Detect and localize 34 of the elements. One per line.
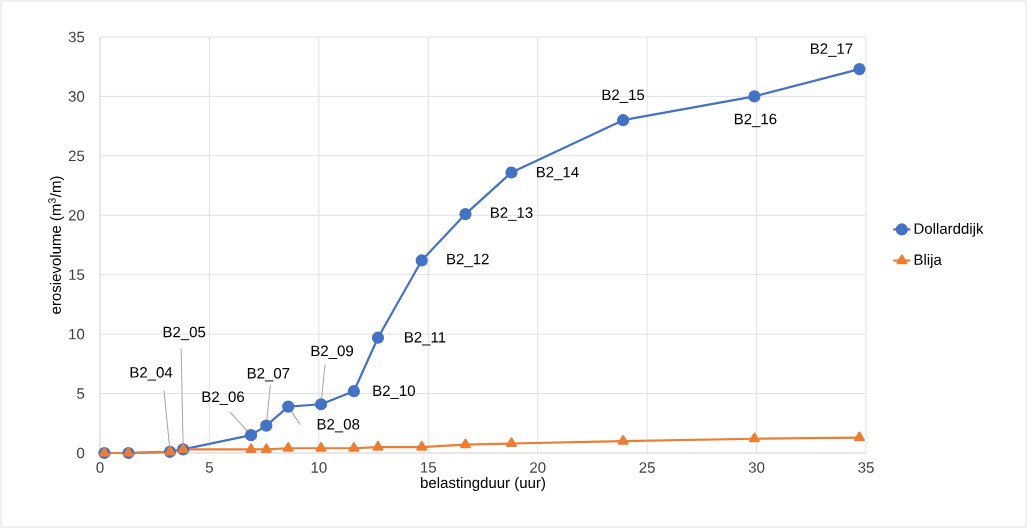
annotation: B2_15	[602, 89, 645, 103]
annotation: B2_10	[373, 385, 415, 399]
y-tick-label: 20	[68, 209, 85, 221]
legend-label: Dollarddijk	[914, 222, 984, 237]
y-tick-label: 5	[77, 388, 85, 399]
x-tick-label: 0	[96, 462, 104, 473]
y-axis-title: erosievolume (m$^{3}$/m)	[48, 176, 64, 314]
y-tick-label: 35	[68, 31, 85, 43]
annotation: B2_07	[247, 367, 290, 382]
legend-label: Blija	[914, 254, 942, 268]
annotation: B2_12	[447, 253, 489, 268]
y-tick-label: 15	[69, 269, 85, 280]
y-tick-label: 30	[68, 91, 85, 102]
x-tick-label: 10	[311, 462, 327, 473]
x-tick-label: 15	[421, 462, 437, 473]
x-axis-title: belastingduur (uur)	[421, 477, 545, 491]
annotation: B2_08	[317, 418, 360, 433]
annotation: B2_04	[130, 367, 173, 381]
y-tick-label: 25	[68, 150, 85, 162]
x-tick-label: 30	[748, 462, 765, 473]
x-tick-label: 35	[858, 462, 874, 473]
annotation: B2_13	[491, 207, 533, 221]
annotation: B2_05	[163, 326, 206, 341]
x-tick-label: 25	[639, 462, 655, 473]
annotation: B2_11	[405, 331, 446, 346]
annotation: B2_09	[311, 345, 354, 359]
annotation: B2_06	[202, 391, 245, 405]
annotation: B2_14	[536, 166, 579, 181]
x-tick-label: 20	[530, 462, 546, 473]
annotation: B2_16	[734, 113, 777, 128]
annotation: B2_17	[810, 43, 853, 57]
y-tick-label: 0	[77, 447, 85, 459]
y-tick-label: 10	[69, 328, 85, 340]
x-tick-label: 5	[205, 462, 213, 473]
